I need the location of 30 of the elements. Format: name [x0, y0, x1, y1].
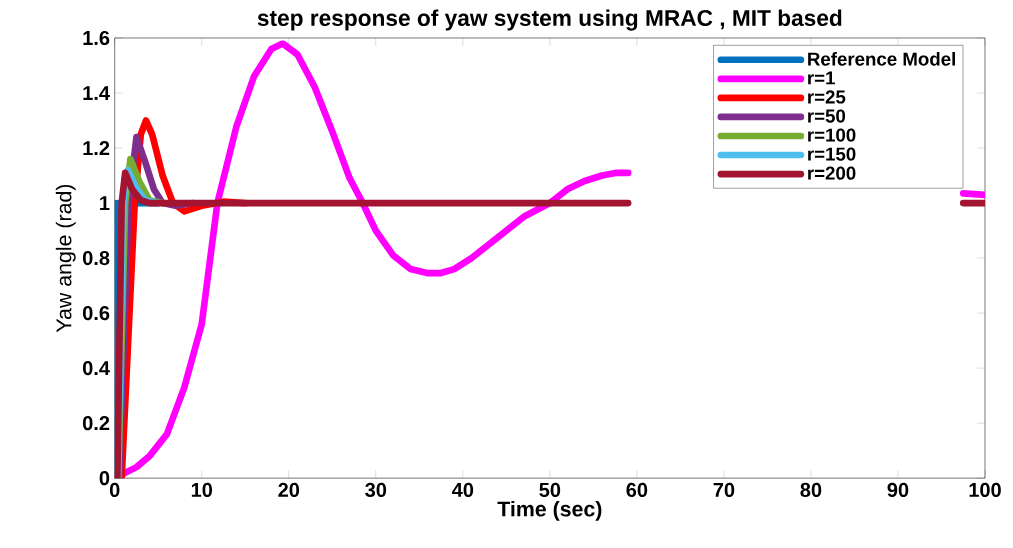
legend-label: r=200 [808, 166, 856, 180]
x-tick-label: 70 [713, 482, 735, 497]
x-tick-label: 10 [191, 482, 213, 497]
y-tick-label: 1.6 [83, 30, 110, 45]
legend-label: r=25 [808, 90, 846, 104]
y-tick-label: 0.4 [82, 360, 110, 376]
y-tick-label: 0.6 [82, 305, 110, 321]
y-tick-label: 1.4 [83, 86, 110, 100]
y-tick-label: 1.2 [83, 140, 110, 155]
y-tick-label: 1 [100, 196, 110, 210]
legend-label: r=150 [808, 147, 856, 161]
legend-label: r=1 [808, 71, 835, 85]
legend-label: r=50 [808, 109, 846, 123]
y-tick-label: 0.2 [82, 415, 110, 431]
y-tick-label: 0 [99, 470, 110, 486]
x-tick-label: 50 [539, 482, 561, 497]
x-tick-label: 0 [109, 482, 120, 497]
chart-title: step response of yaw system using MRAC , MIT based [257, 9, 842, 31]
x-tick-label: 30 [365, 482, 387, 497]
x-tick-label: 40 [451, 482, 474, 497]
x-tick-label: 20 [278, 482, 300, 497]
legend-label: r=100 [808, 128, 856, 142]
x-tick-label: 80 [800, 482, 822, 497]
y-tick-label: 0.8 [82, 250, 110, 266]
x-axis-title: Time (sec) [497, 500, 602, 521]
x-tick-label: 60 [626, 482, 648, 497]
y-axis-title: Yaw angle (rad) [55, 184, 76, 333]
x-tick-label: 100 [969, 482, 1001, 497]
x-tick-label: 90 [887, 482, 909, 497]
legend-label: Reference Model [808, 51, 955, 66]
